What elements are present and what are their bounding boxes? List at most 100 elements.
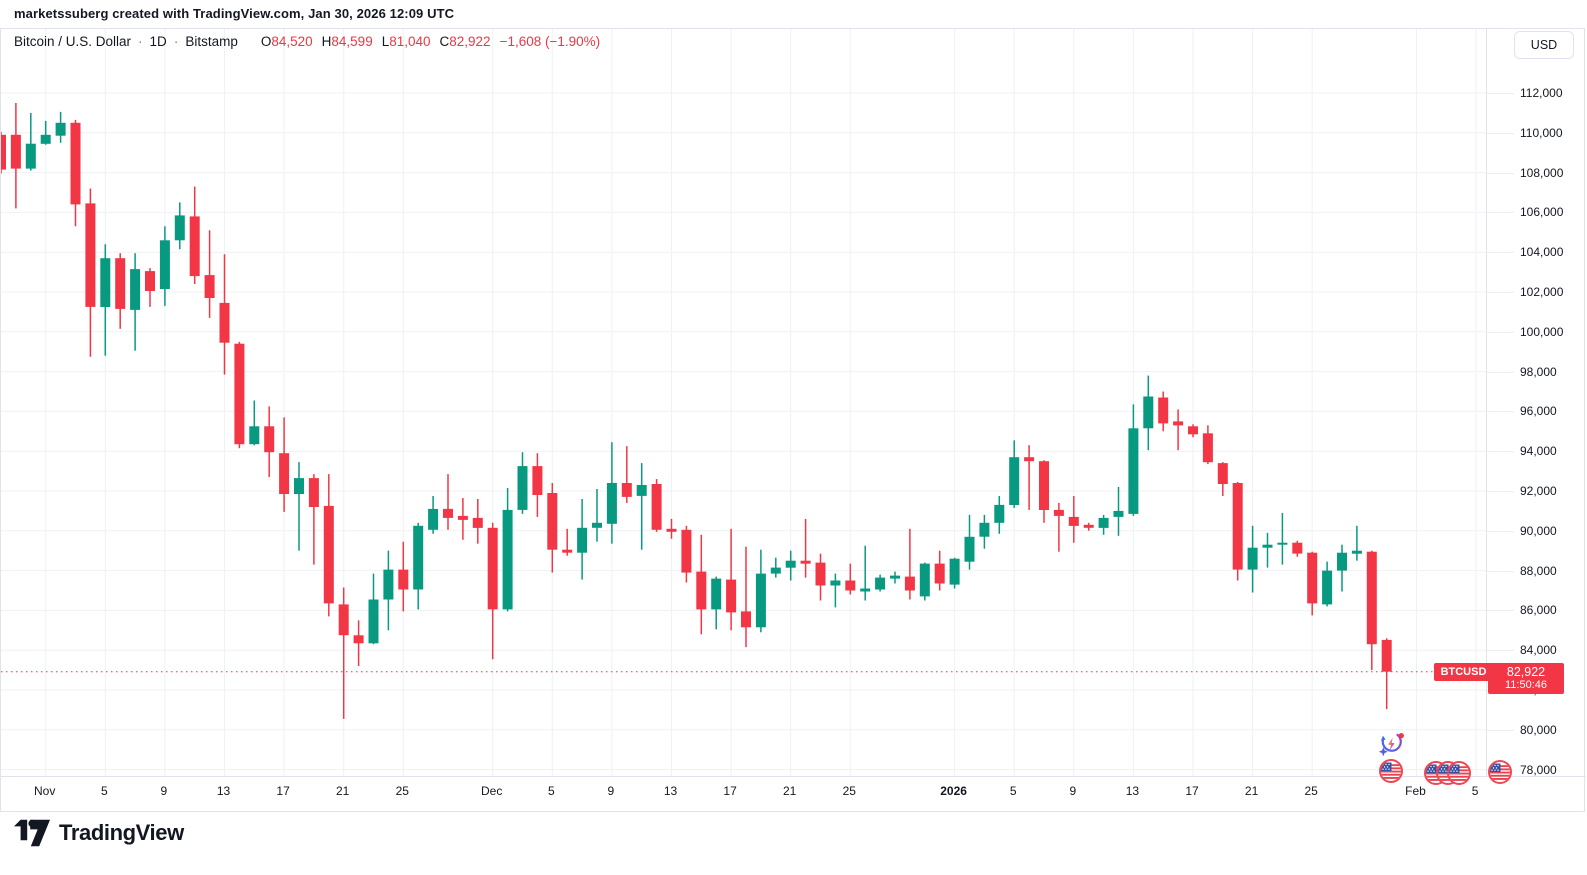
price-axis-tick <box>1487 371 1514 373</box>
candle-body <box>1247 547 1258 570</box>
price-axis-label: 110,000 <box>1520 125 1563 140</box>
price-axis-tick <box>1487 729 1514 731</box>
price-axis-tick <box>1487 331 1514 333</box>
ohlc-key: O <box>260 34 272 49</box>
vertical-gridlines <box>45 29 1477 776</box>
candle-body <box>40 134 51 144</box>
candle-body <box>249 426 260 445</box>
us-flag-icon[interactable] <box>1487 759 1513 785</box>
price-axis-tick <box>1487 252 1514 254</box>
ohlc-value: 84,520 <box>271 34 313 49</box>
time-axis-separator[interactable] <box>1 776 1586 777</box>
currency-usd-button[interactable]: USD <box>1514 31 1574 59</box>
candle-body <box>741 611 751 628</box>
candle-body <box>189 216 200 277</box>
candle-body <box>234 343 245 445</box>
candle-body <box>636 485 647 496</box>
candle-body <box>517 466 528 510</box>
time-axis-label: 21 <box>1244 784 1259 798</box>
time-axis-label: 17 <box>723 784 737 798</box>
candle-body <box>55 122 66 136</box>
candle-body <box>85 203 96 307</box>
candles <box>1 103 1392 719</box>
candle-body <box>577 527 588 553</box>
candle-body <box>1 134 6 170</box>
candle-body <box>934 563 945 584</box>
time-axis-label: 5 <box>547 784 555 798</box>
last-price-badge: 82,922 11:50:46 <box>1488 663 1564 694</box>
last-price-symbol-tag: BTCUSD <box>1434 663 1493 681</box>
candle-body <box>800 560 811 564</box>
price-axis-tick <box>1487 172 1514 174</box>
price-axis-tick <box>1487 93 1514 94</box>
candle-body <box>472 517 483 528</box>
time-axis-label: Feb <box>1405 784 1426 798</box>
candle-body <box>1232 483 1243 570</box>
candle-body <box>830 580 841 586</box>
us-flag-icon[interactable] <box>1446 760 1472 786</box>
time-axis-label: 25 <box>1304 784 1318 798</box>
interval-label[interactable]: 1D <box>149 34 167 49</box>
candle-body <box>711 578 722 610</box>
ohlc-values: O84,520 H84,599 L81,040 C82,922 <box>252 34 491 49</box>
candle-body <box>845 580 856 591</box>
symbol-name[interactable]: Bitcoin / U.S. Dollar <box>14 34 132 49</box>
price-axis-label: 92,000 <box>1520 484 1557 498</box>
candle-body <box>279 453 290 494</box>
time-axis-label: Nov <box>34 784 56 798</box>
price-axis-label: 102,000 <box>1520 285 1564 299</box>
price-axis-label: 104,000 <box>1520 245 1564 260</box>
attribution-text: marketssuberg created with TradingView.c… <box>14 6 455 21</box>
candle-body <box>964 536 975 562</box>
candlestick-chart-canvas[interactable] <box>1 29 1486 776</box>
candle-body <box>383 569 394 600</box>
price-axis-tick <box>1487 212 1514 214</box>
candle-body <box>1202 433 1213 463</box>
currency-usd-label: USD <box>1530 38 1558 52</box>
candle-body <box>398 569 409 590</box>
events-refresh-icon[interactable] <box>1377 730 1405 758</box>
candle-body <box>174 215 185 241</box>
ohlc-value: 84,599 <box>331 34 373 49</box>
candle-body <box>1039 461 1049 510</box>
change-value: −1,608 (−1.90%) <box>499 34 601 49</box>
ohlc-key: C <box>439 34 450 49</box>
candle-body <box>368 599 379 644</box>
candle-body <box>159 240 170 290</box>
candle-body <box>1173 421 1184 426</box>
candle-body <box>457 515 468 520</box>
candle-body <box>115 258 126 309</box>
us-flag-icon[interactable] <box>1378 758 1404 784</box>
candle-body <box>919 563 930 597</box>
price-axis-label: 84,000 <box>1520 643 1557 658</box>
candle-body <box>338 604 349 636</box>
price-axis-separator[interactable] <box>1486 29 1487 776</box>
time-axis-label: 9 <box>1069 784 1077 798</box>
time-axis-label: 13 <box>663 784 678 798</box>
time-axis-label: 5 <box>1471 784 1479 798</box>
time-axis-label: 17 <box>276 784 290 798</box>
time-axis-label: 17 <box>1185 784 1199 798</box>
candle-body <box>1024 457 1035 462</box>
candle-body <box>860 588 871 592</box>
candle-body <box>1188 426 1198 435</box>
candle-body <box>428 508 439 530</box>
price-axis-label: 100,000 <box>1520 324 1564 339</box>
last-price-symbol-label: BTCUSD <box>1440 666 1487 678</box>
ohlc-value: 82,922 <box>449 34 491 49</box>
candle-body <box>323 505 334 604</box>
tradingview-logo[interactable]: TradingView <box>14 819 184 847</box>
price-axis-tick <box>1487 570 1514 572</box>
symbol-info-bar: Bitcoin / U.S. Dollar · 1D · Bitstamp O84,520… <box>14 34 600 49</box>
candle-body <box>502 509 513 610</box>
arrowhead <box>1380 735 1386 741</box>
time-axis-label: 13 <box>216 784 231 798</box>
candle-body <box>666 528 677 532</box>
candle-body <box>1128 428 1139 514</box>
time-axis-label: Dec <box>481 784 503 798</box>
time-axis-label: 13 <box>1125 784 1140 798</box>
price-axis-label: 94,000 <box>1520 444 1557 459</box>
time-axis-label: 5 <box>1009 784 1017 798</box>
time-axis-label: 25 <box>842 784 856 798</box>
candle-body <box>621 483 632 497</box>
